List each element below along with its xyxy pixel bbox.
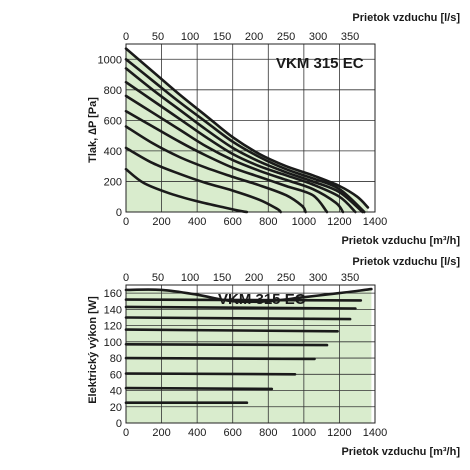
power-chart-y-tick-label: 120 bbox=[104, 321, 122, 333]
power-chart-title: VKM 315 EC bbox=[218, 291, 306, 308]
power-chart-x2-tick-label: 350 bbox=[341, 272, 359, 284]
power-chart-x-title: Prietok vzduchu [m³/h] bbox=[341, 446, 460, 458]
power-chart-x2-title: Prietok vzduchu [l/s] bbox=[352, 256, 460, 268]
power-chart-x2-tick-label: 250 bbox=[277, 272, 295, 284]
power-chart-x-tick-label: 1200 bbox=[327, 427, 351, 439]
pressure-chart-x2-tick-label: 100 bbox=[181, 31, 199, 43]
pressure-chart-y-tick-label: 1000 bbox=[98, 54, 122, 66]
pressure-chart-x-tick-label: 800 bbox=[259, 216, 277, 228]
pressure-chart-x2-tick-label: 350 bbox=[341, 31, 359, 43]
power-chart-y-tick-label: 160 bbox=[104, 288, 122, 300]
power-chart-x-tick-label: 600 bbox=[224, 427, 242, 439]
power-chart-x2-tick-label: 50 bbox=[152, 272, 164, 284]
pressure-chart-x-tick-label: 0 bbox=[123, 216, 129, 228]
pressure-chart-y-tick-label: 600 bbox=[104, 115, 122, 127]
power-chart-y-tick-label: 40 bbox=[110, 386, 122, 398]
pressure-chart-x2-tick-label: 200 bbox=[245, 31, 263, 43]
pressure-chart-curve-1 bbox=[124, 167, 249, 214]
power-chart-x2-tick-label: 0 bbox=[123, 272, 129, 284]
power-chart-curve-9 bbox=[124, 298, 363, 302]
power-chart-y-tick-label: 60 bbox=[110, 369, 122, 381]
pressure-chart-y-tick-label: 0 bbox=[116, 207, 122, 219]
pressure-chart-y-tick-label: 200 bbox=[104, 176, 122, 188]
pressure-chart-x-tick-label: 200 bbox=[152, 216, 170, 228]
power-chart-x-tick-label: 0 bbox=[123, 427, 129, 439]
pressure-chart-y-title: Tlak, ∆P [Pa] bbox=[87, 97, 99, 163]
power-chart-curve-5 bbox=[124, 343, 329, 347]
pressure-chart: 0 200 400 600 800 1000 1200 1400 0 50 100 150 200 250… bbox=[87, 12, 460, 247]
pressure-chart-curve-7 bbox=[124, 67, 364, 214]
pressure-chart-curve-3 bbox=[124, 125, 307, 214]
pressure-chart-title: VKM 315 EC bbox=[276, 55, 364, 72]
pressure-chart-curve-9 bbox=[124, 47, 370, 209]
power-chart-curve-3 bbox=[124, 372, 297, 376]
power-chart-curve-2 bbox=[124, 386, 274, 391]
pressure-chart-curve-2 bbox=[124, 146, 282, 214]
power-chart-y-title: Elektrický výkon [W] bbox=[87, 296, 99, 404]
pressure-chart-x2-tick-label: 300 bbox=[309, 31, 327, 43]
pressure-chart-x-tick-label: 1000 bbox=[292, 216, 316, 228]
pressure-chart-x-tick-label: 400 bbox=[188, 216, 206, 228]
pressure-chart-y-tick-label: 400 bbox=[104, 146, 122, 158]
power-chart-y-tick-label: 100 bbox=[104, 337, 122, 349]
pressure-chart-curve-6 bbox=[124, 80, 357, 214]
power-chart-y-tick-label: 0 bbox=[116, 418, 122, 430]
power-chart-curve-8 bbox=[124, 305, 357, 310]
pressure-chart-curve-4 bbox=[124, 109, 329, 214]
pressure-chart-x2-tick-label: 50 bbox=[152, 31, 164, 43]
pressure-chart-y-tick-label: 800 bbox=[104, 85, 122, 97]
power-chart-plot-frame bbox=[125, 284, 376, 424]
power-chart-x-tick-label: 400 bbox=[188, 427, 206, 439]
power-chart-y-tick-label: 80 bbox=[110, 353, 122, 365]
power-chart-x2-tick-label: 200 bbox=[245, 272, 263, 284]
pressure-chart-x-tick-label: 1200 bbox=[327, 216, 351, 228]
power-chart-x-tick-label: 800 bbox=[259, 427, 277, 439]
pressure-chart-curve-8 bbox=[124, 58, 366, 214]
pressure-chart-x-tick-label: 1400 bbox=[363, 216, 387, 228]
pressure-chart-x2-tick-label: 150 bbox=[213, 31, 231, 43]
pressure-chart-curve-5 bbox=[124, 94, 345, 214]
power-chart-curve-7 bbox=[124, 316, 352, 321]
pressure-chart-x2-tick-label: 0 bbox=[123, 31, 129, 43]
power-chart-x-tick-label: 1000 bbox=[292, 427, 316, 439]
pressure-chart-x-title: Prietok vzduchu [m³/h] bbox=[341, 235, 460, 247]
power-chart-x-tick-label: 1400 bbox=[363, 427, 387, 439]
power-chart-x-tick-label: 200 bbox=[152, 427, 170, 439]
power-chart-curve-10 bbox=[124, 287, 373, 304]
power-chart-x2-tick-label: 100 bbox=[181, 272, 199, 284]
pressure-chart-operating-area bbox=[126, 48, 368, 212]
power-chart-x2-tick-label: 300 bbox=[309, 272, 327, 284]
pressure-chart-x-tick-label: 600 bbox=[224, 216, 242, 228]
power-chart-y-tick-label: 140 bbox=[104, 304, 122, 316]
power-chart-x2-tick-label: 150 bbox=[213, 272, 231, 284]
pressure-chart-x2-tick-label: 250 bbox=[277, 31, 295, 43]
power-chart-y-tick-label: 20 bbox=[110, 402, 122, 414]
pressure-chart-x2-title: Prietok vzduchu [l/s] bbox=[352, 12, 460, 24]
power-chart-curve-6 bbox=[124, 328, 339, 333]
power-chart-curve-4 bbox=[124, 356, 316, 361]
